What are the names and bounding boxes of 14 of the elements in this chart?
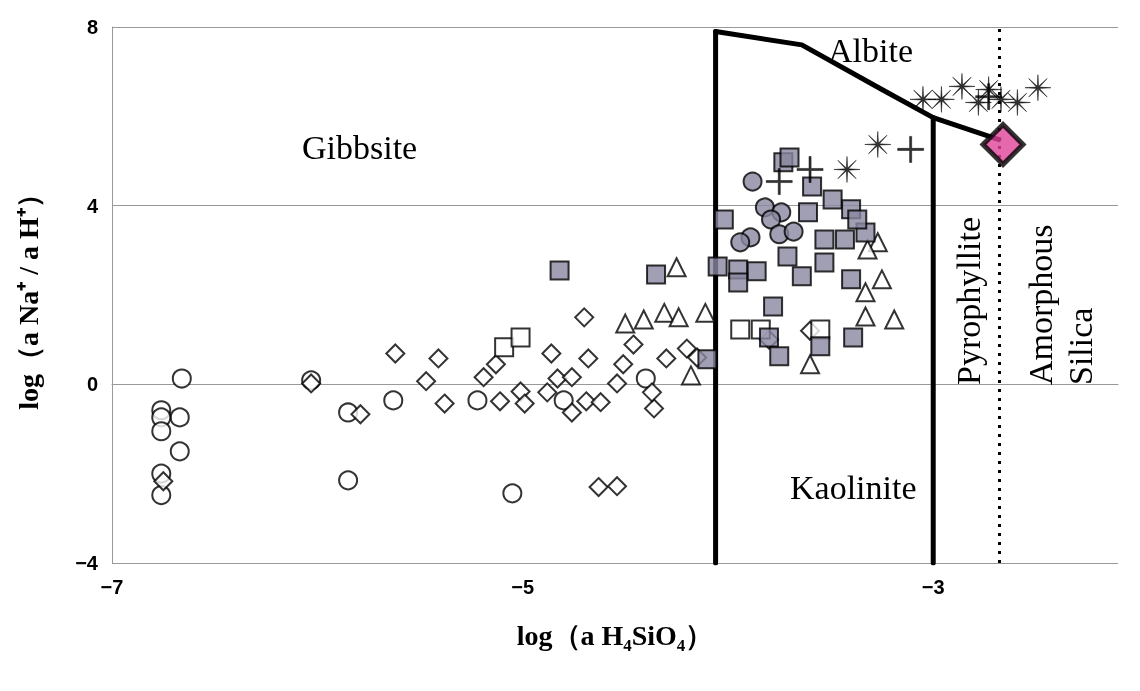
x-tick-label: −5 bbox=[511, 576, 535, 598]
y-tick-label: 8 bbox=[86, 16, 98, 38]
annotation: Gibbsite bbox=[302, 128, 418, 166]
y-tick-label: 4 bbox=[86, 194, 99, 217]
x-axis-title: log（a H₄SiO₄） bbox=[516, 619, 714, 651]
annotation: Albite bbox=[828, 31, 913, 69]
annotation: Pyrophyllite bbox=[949, 216, 987, 385]
annotation: Kaolinite bbox=[790, 468, 917, 506]
x-tick-label: −7 bbox=[100, 576, 124, 598]
y-tick-label: 0 bbox=[86, 373, 98, 396]
y-tick-label: −4 bbox=[75, 552, 99, 574]
annotation: Amorphous Silica bbox=[1021, 224, 1099, 385]
x-tick-label: −3 bbox=[921, 576, 945, 598]
y-axis-title: log（a Na⁺ / a H⁺） bbox=[12, 180, 44, 410]
